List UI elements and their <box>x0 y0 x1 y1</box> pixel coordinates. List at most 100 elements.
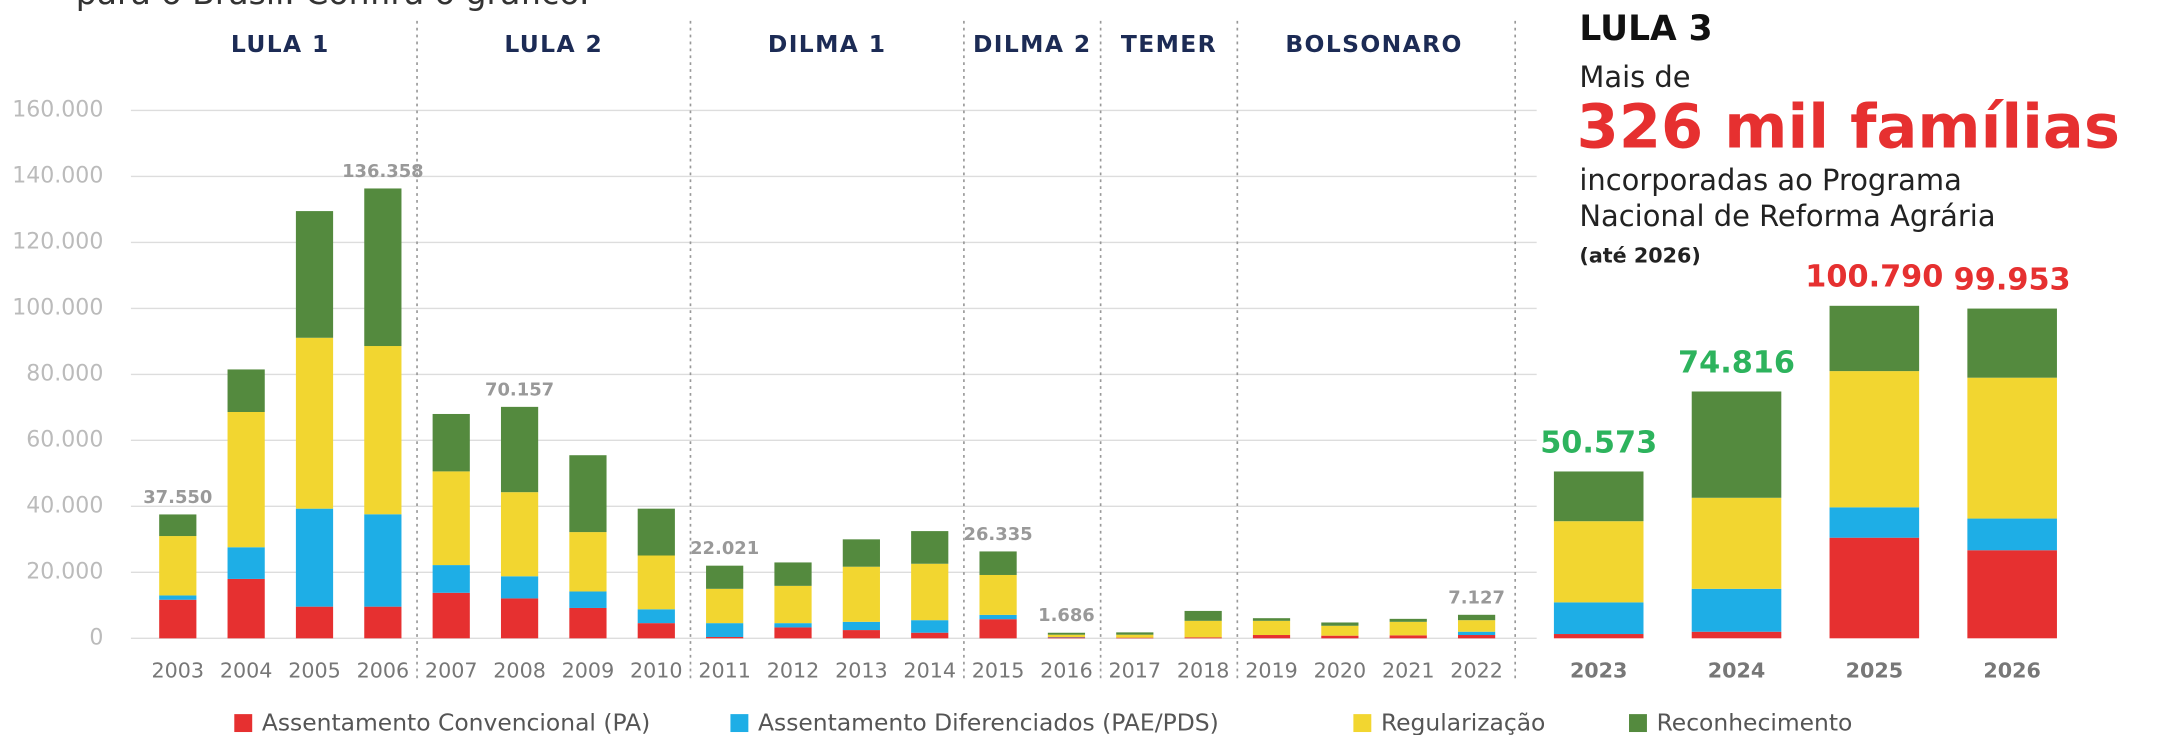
bar-segment <box>227 578 265 639</box>
bar-segment <box>295 606 334 639</box>
bar-segment <box>1457 635 1496 639</box>
bar-segment <box>159 536 197 596</box>
x-tick-label: 2018 <box>1177 658 1230 682</box>
total-label: 100.790 <box>1805 260 1943 295</box>
bar-segment <box>911 563 949 621</box>
period-label: LULA 1 <box>231 30 330 58</box>
intro-text: para o Brasil. Confira o gráfico. <box>76 0 590 12</box>
x-tick-label: 2011 <box>698 658 751 682</box>
period-label: LULA 2 <box>504 30 603 58</box>
callout-text: Nacional de Reforma Agrária <box>1579 199 1995 233</box>
x-tick-label: 2003 <box>151 658 204 682</box>
bar-segment <box>1252 635 1291 639</box>
bar-segment <box>364 514 402 607</box>
bar-segment <box>1389 635 1427 639</box>
bar-segment <box>979 574 1017 615</box>
x-tick-label: 2021 <box>1382 658 1435 682</box>
bar-segment <box>1047 637 1086 639</box>
bar-segment <box>500 598 539 639</box>
bar-segment <box>1691 631 1782 639</box>
legend-swatch <box>730 714 749 733</box>
bar-segment <box>432 413 470 472</box>
bar-segment <box>1829 371 1920 508</box>
bar-segment <box>1321 622 1359 626</box>
bar-segment <box>1691 588 1782 632</box>
legend-label: Assentamento Convencional (PA) <box>262 708 650 735</box>
bar-segment <box>1321 625 1359 636</box>
bar-segment <box>295 211 334 338</box>
y-tick-label: 0 <box>89 625 103 650</box>
total-label: 26.335 <box>964 524 1033 545</box>
bar-segment <box>500 406 539 493</box>
total-label: 37.550 <box>143 487 212 508</box>
callout-text: incorporadas ao Programa <box>1579 163 1961 197</box>
x-tick-label: 2026 <box>1983 658 2041 682</box>
bar-segment <box>1116 632 1154 635</box>
y-tick-label: 120.000 <box>12 229 103 254</box>
bar-segment <box>1967 518 2057 551</box>
bar-segment <box>364 346 402 515</box>
bar-segment <box>500 492 539 577</box>
total-label: 74.816 <box>1678 345 1795 380</box>
bar-segment <box>227 547 265 579</box>
bar-segment <box>637 609 675 624</box>
legend-label: Reconhecimento <box>1657 708 1853 735</box>
bar-segment <box>774 627 812 639</box>
bar-segment <box>569 607 607 639</box>
bar-segment <box>706 565 744 589</box>
x-tick-label: 2019 <box>1245 658 1298 682</box>
bar-segment <box>432 565 470 593</box>
y-tick-label: 60.000 <box>26 427 103 452</box>
bar-segment <box>432 471 470 566</box>
bar-segment <box>637 623 675 639</box>
bar-segment <box>364 606 402 639</box>
total-label: 136.358 <box>342 161 424 182</box>
bar-segment <box>774 562 812 586</box>
bar-segment <box>1553 521 1644 603</box>
callout-title: LULA 3 <box>1579 9 1712 49</box>
y-tick-label: 160.000 <box>12 97 103 122</box>
bar-segment <box>842 621 880 631</box>
bar-segment <box>1691 391 1782 498</box>
bar-segment <box>1967 550 2057 639</box>
bar-segment <box>1829 305 1920 372</box>
bar-segment <box>1457 631 1496 636</box>
y-tick-label: 140.000 <box>12 163 103 188</box>
x-tick-label: 2024 <box>1708 658 1766 682</box>
bar-segment <box>637 555 675 610</box>
x-tick-label: 2009 <box>562 658 615 682</box>
bar-segment <box>1829 537 1920 639</box>
x-tick-label: 2014 <box>903 658 956 682</box>
x-tick-label: 2006 <box>357 658 410 682</box>
bar-segment <box>1047 634 1086 637</box>
bar-segment <box>774 623 812 628</box>
bar-segment <box>500 576 539 599</box>
y-tick-label: 80.000 <box>26 361 103 386</box>
bar-segment <box>1829 507 1920 538</box>
x-tick-label: 2025 <box>1846 658 1904 682</box>
callout-note: (até 2026) <box>1579 244 1700 268</box>
y-tick-label: 100.000 <box>12 295 103 320</box>
legend-swatch <box>234 714 253 733</box>
x-tick-label: 2004 <box>220 658 273 682</box>
bar-segment <box>1553 602 1644 635</box>
bar-segment <box>1457 614 1496 621</box>
period-label: DILMA 2 <box>973 30 1092 58</box>
total-label: 7.127 <box>1448 587 1505 608</box>
total-label: 22.021 <box>690 538 759 559</box>
x-tick-label: 2022 <box>1450 658 1503 682</box>
bar-segment <box>1389 621 1427 636</box>
bar-segment <box>227 369 265 412</box>
legend-swatch <box>1629 714 1647 733</box>
bar-segment <box>295 508 334 607</box>
bar-segment <box>1967 377 2057 519</box>
x-tick-label: 2005 <box>288 658 341 682</box>
total-label: 70.157 <box>485 379 554 400</box>
total-label: 1.686 <box>1038 605 1095 626</box>
bar-segment <box>1553 634 1644 639</box>
bar-segment <box>432 592 470 639</box>
bar-segment <box>1184 637 1222 639</box>
bar-segment <box>1116 637 1154 639</box>
bar-segment <box>1321 635 1359 639</box>
total-label: 50.573 <box>1540 425 1657 460</box>
